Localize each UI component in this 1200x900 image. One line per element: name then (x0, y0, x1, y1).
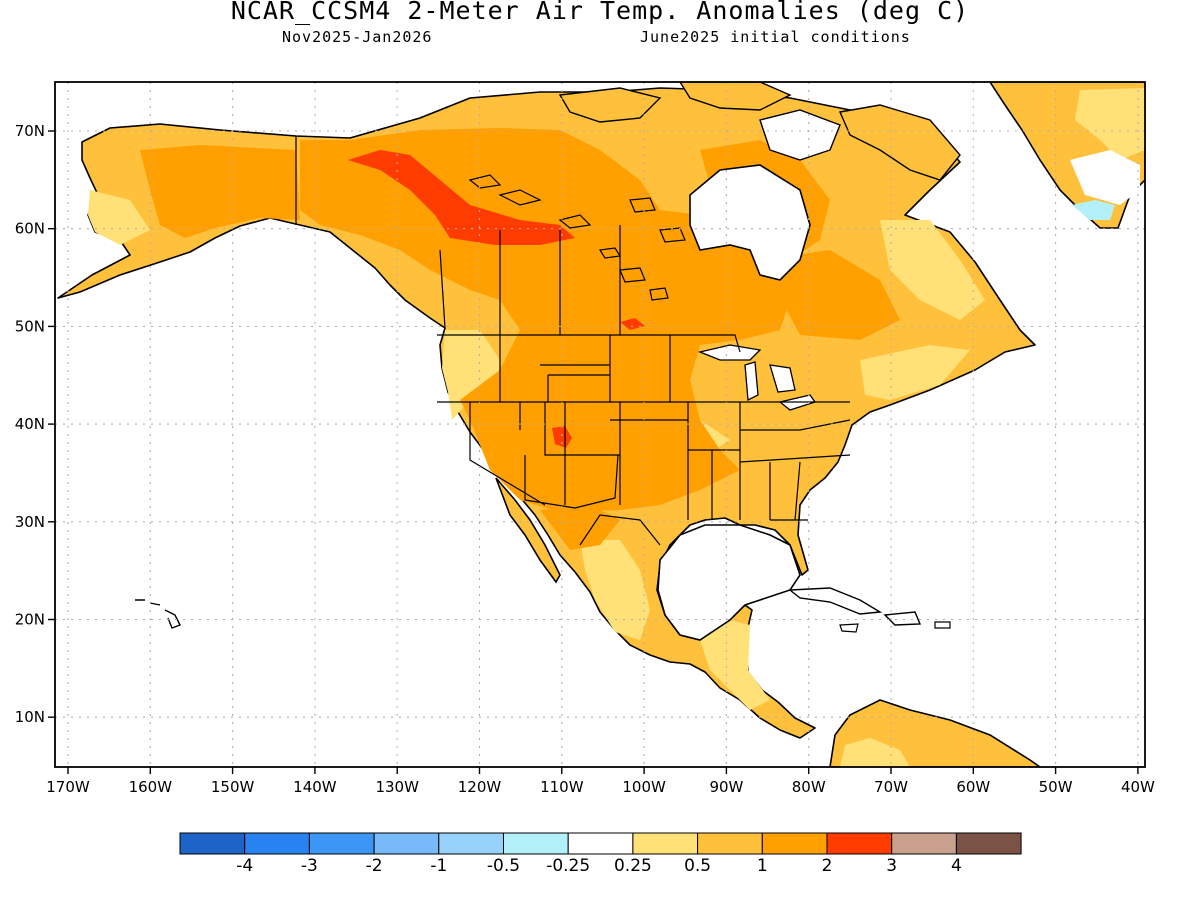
inland-lakes (468, 174, 686, 301)
colorbar-labels: -4 -3 -2 -1 -0.5 -0.25 0.25 0.5 1 2 3 4 (236, 856, 962, 876)
map-title: NCAR_CCSM4 2-Meter Air Temp. Anomalies (… (230, 0, 970, 25)
mexico-pacific-light-band (580, 540, 650, 640)
lon-label: 130W (375, 778, 419, 796)
lon-label: 50W (1039, 778, 1073, 796)
greenland-cool-spot (1072, 200, 1115, 220)
colorbar-swatch (697, 832, 763, 855)
colorbar-label: -1 (430, 856, 447, 876)
lon-label: 120W (458, 778, 502, 796)
lat-label: 20N (15, 611, 45, 629)
colorbar-swatch (891, 832, 957, 855)
lon-label: 40W (1121, 778, 1155, 796)
saskatchewan-hot-spot (620, 318, 645, 330)
forecast-period: Nov2025-Jan2026 (282, 28, 433, 46)
northwest-territories-hot-spot (348, 150, 575, 245)
lat-label: 70N (15, 122, 45, 140)
colorbar-label: 4 (951, 856, 962, 876)
lon-label: 60W (956, 778, 990, 796)
colorbar-swatch (503, 832, 569, 855)
lon-label: 100W (622, 778, 666, 796)
greenland-neutral-zone (1070, 150, 1140, 205)
lon-label: 170W (46, 778, 90, 796)
ellesmere-island (679, 82, 792, 111)
western-canada-strong-anomaly (300, 128, 790, 512)
lon-label: 110W (540, 778, 584, 796)
colorbar-swatch (373, 832, 440, 855)
colorbar-label: 2 (822, 856, 833, 876)
puerto-rico (934, 621, 951, 629)
colorbar-swatch (632, 832, 699, 855)
northeast-coast-light-band (860, 345, 970, 400)
colorbar-label: -0.5 (487, 856, 520, 876)
canada-province-borders (295, 136, 621, 335)
hispaniola (883, 611, 922, 626)
lat-label: 60N (15, 220, 45, 238)
foxe-basin (759, 109, 841, 161)
lat-label: 50N (15, 317, 45, 335)
colorbar-swatch (761, 832, 828, 855)
colorbar-label: 1 (757, 856, 768, 876)
colorbar-label: -2 (366, 856, 383, 876)
graticule (55, 82, 1145, 767)
lon-label: 90W (709, 778, 743, 796)
cuba (788, 587, 883, 615)
tick-marks (48, 130, 1139, 774)
initial-conditions: June2025 initial conditions (640, 28, 911, 46)
lon-label: 160W (129, 778, 173, 796)
lake-huron (769, 364, 796, 393)
lon-label: 80W (792, 778, 826, 796)
baffin-island (839, 104, 961, 181)
colorbar-swatch (438, 832, 504, 855)
colorbar-swatch (308, 832, 375, 855)
jamaica (839, 623, 859, 633)
colorbar-label: 0.25 (614, 856, 652, 876)
alaska-strong-anomaly (140, 145, 300, 238)
colorbar-label: -4 (236, 856, 253, 876)
hawaii-islands (135, 599, 181, 629)
victoria-island (558, 87, 662, 123)
lon-label: 150W (211, 778, 255, 796)
colorbar-swatch (179, 832, 246, 855)
colorbar-label: 3 (886, 856, 897, 876)
lat-label: 40N (15, 415, 45, 433)
gulf-of-mexico (657, 524, 801, 641)
lon-label: 70W (874, 778, 908, 796)
colorbar-label: -3 (301, 856, 318, 876)
alaska-southwest-light-band (88, 190, 150, 245)
utah-colorado-hot-spot (552, 426, 572, 448)
colorbar-swatch (567, 832, 634, 855)
south-america-light-band (840, 738, 910, 767)
lat-label: 10N (15, 708, 45, 726)
us-state-borders (437, 334, 851, 546)
longitude-labels: 170W 160W 150W 140W 130W 120W 110W 100W 90W 80W 70… (46, 778, 1155, 796)
colorbar-label: -0.25 (546, 856, 590, 876)
lake-michigan (744, 361, 759, 402)
colorbar-swatch (826, 832, 893, 855)
central-america-light-band (700, 620, 770, 710)
greenland-light-band (1075, 88, 1145, 160)
colorbar-swatch (955, 832, 1022, 855)
lake-superior (697, 344, 762, 361)
colorbar-swatch (244, 832, 310, 855)
lat-label: 30N (15, 513, 45, 531)
lon-label: 140W (293, 778, 337, 796)
map-area (57, 82, 1145, 767)
mexico-strong-anomaly (540, 505, 620, 550)
colorbar (179, 832, 1022, 855)
hudson-bay (689, 164, 811, 281)
colorbar-label: 0.5 (684, 856, 711, 876)
baja-california (495, 477, 561, 584)
quebec-strong-anomaly (760, 250, 900, 340)
labrador-light-band (880, 220, 985, 320)
latitude-labels: 70N 60N 50N 40N 30N 20N 10N (15, 122, 45, 726)
